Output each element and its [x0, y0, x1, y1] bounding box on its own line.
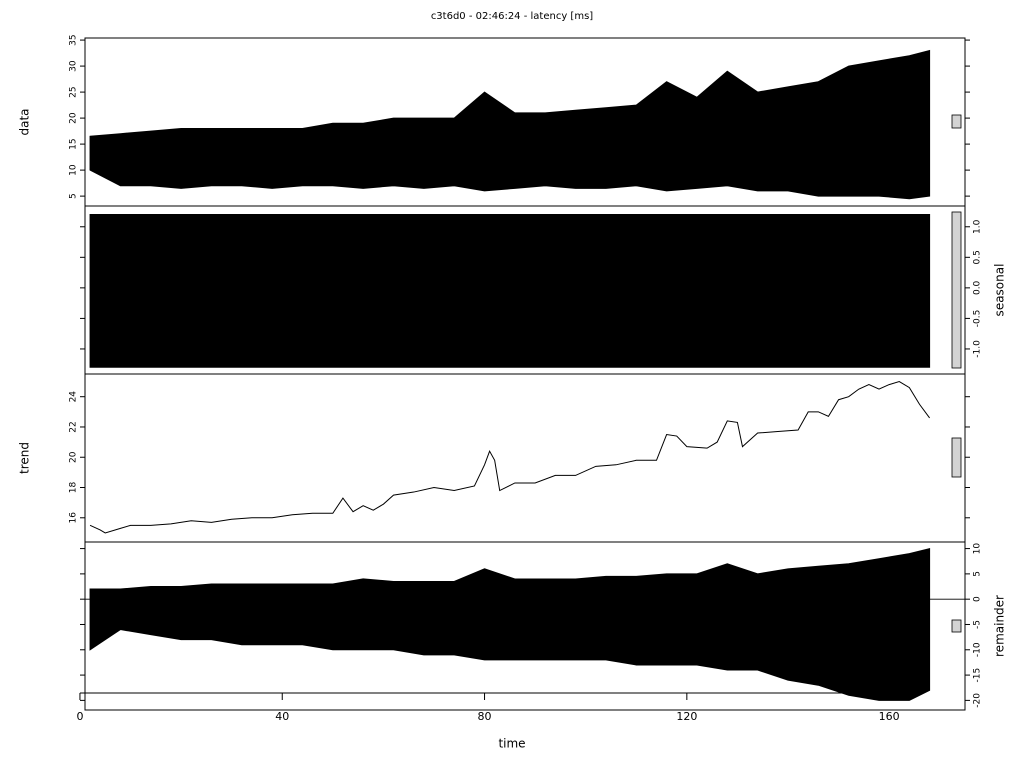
y-tick-label: 1.0 — [973, 219, 983, 234]
y-tick-label: -20 — [973, 693, 983, 708]
y-tick-label: -5 — [973, 620, 983, 629]
y-tick-label: 18 — [69, 482, 79, 494]
y-tick-label: 10 — [973, 543, 983, 555]
y-tick-label: 0 — [973, 596, 983, 602]
y-tick-label: 30 — [69, 60, 79, 72]
chart-title: c3t6d0 - 02:46:24 - latency [ms] — [431, 11, 593, 22]
y-tick-label: -1.0 — [973, 340, 983, 358]
band-area — [89, 49, 931, 200]
y-tick-label: 10 — [69, 164, 79, 176]
y-axis-label: remainder — [993, 595, 1007, 657]
y-tick-label: 0.0 — [973, 280, 983, 295]
trend-line — [89, 381, 930, 534]
y-tick-label: -15 — [973, 668, 983, 683]
band-area — [89, 547, 931, 701]
band-area — [89, 214, 931, 368]
y-axis-label: data — [18, 108, 32, 135]
y-tick-label: 20 — [69, 112, 79, 124]
y-tick-label: -10 — [973, 642, 983, 657]
x-tick-label: 0 — [76, 710, 83, 723]
range-bar — [951, 114, 962, 129]
y-tick-label: 20 — [69, 451, 79, 463]
y-tick-label: 16 — [69, 512, 79, 524]
y-tick-label: 15 — [69, 138, 79, 149]
y-tick-label: 5 — [973, 571, 983, 577]
y-tick-label: 24 — [69, 391, 79, 403]
y-axis-label: seasonal — [993, 264, 1007, 317]
y-tick-label: -0.5 — [973, 310, 983, 328]
y-tick-label: 22 — [69, 421, 79, 432]
y-tick-label: 25 — [69, 86, 79, 97]
range-bar — [951, 211, 962, 369]
y-tick-label: 0.5 — [973, 250, 983, 264]
x-tick-label: 120 — [676, 710, 697, 723]
x-tick-label: 40 — [275, 710, 289, 723]
range-bar — [951, 619, 962, 633]
x-axis-label: time — [498, 737, 525, 751]
x-tick-label: 80 — [478, 710, 492, 723]
range-bar — [951, 437, 962, 478]
panel-frame — [84, 373, 966, 543]
y-axis-label: trend — [18, 442, 32, 474]
panel-frame — [84, 541, 966, 711]
x-tick-label: 160 — [879, 710, 900, 723]
y-tick-label: 35 — [69, 34, 79, 45]
y-tick-label: 5 — [69, 193, 79, 199]
